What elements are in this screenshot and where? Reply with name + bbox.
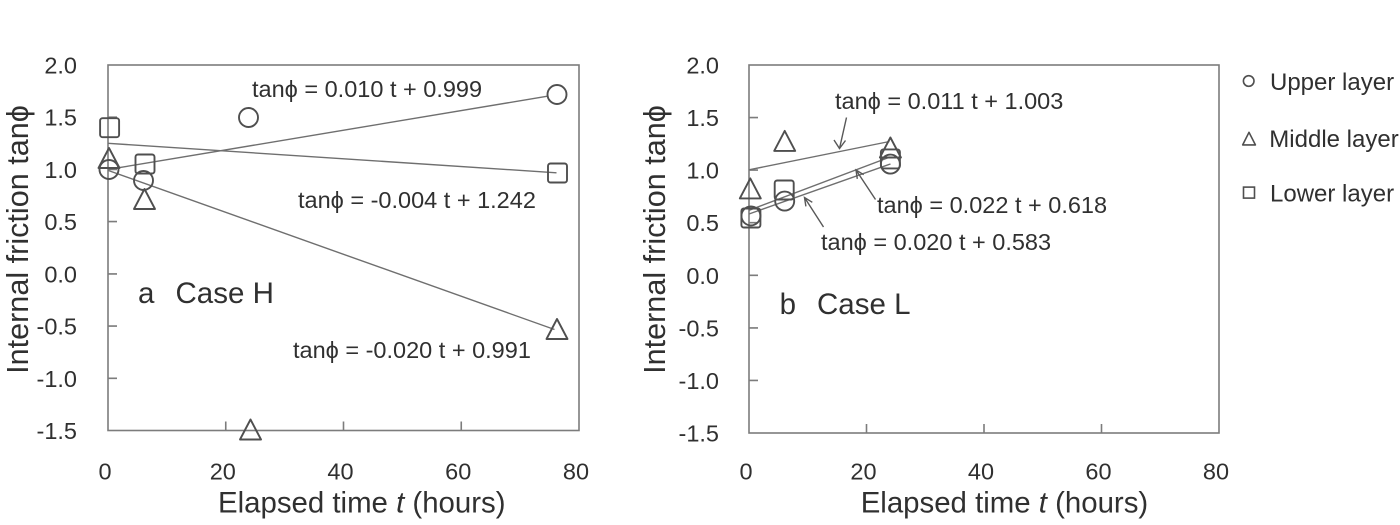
svg-text:Internal friction tanϕ: Internal friction tanϕ xyxy=(638,105,672,374)
svg-text:tanϕ = -0.004 t + 1.242: tanϕ = -0.004 t + 1.242 xyxy=(298,187,536,213)
svg-text:tanϕ = -0.020 t + 0.991: tanϕ = -0.020 t + 0.991 xyxy=(293,337,531,363)
svg-text:tanϕ = 0.022 t + 0.618: tanϕ = 0.022 t + 0.618 xyxy=(877,192,1107,218)
svg-text:0: 0 xyxy=(98,459,111,485)
svg-text:80: 80 xyxy=(1203,459,1229,485)
svg-text:80: 80 xyxy=(563,459,589,485)
svg-text:1.5: 1.5 xyxy=(44,105,77,131)
svg-text:40: 40 xyxy=(968,459,994,485)
svg-text:2.0: 2.0 xyxy=(686,53,719,79)
svg-text:Elapsed time t (hours): Elapsed time t (hours) xyxy=(861,487,1149,520)
svg-text:a: a xyxy=(138,277,155,310)
svg-text:tanϕ = 0.011 t + 1.003: tanϕ = 0.011 t + 1.003 xyxy=(835,88,1063,114)
svg-text:-0.5: -0.5 xyxy=(679,315,720,341)
svg-text:60: 60 xyxy=(445,459,471,485)
svg-text:0: 0 xyxy=(739,459,752,485)
svg-text:Middle layer: Middle layer xyxy=(1269,126,1398,153)
svg-text:tanϕ = 0.010 t + 0.999: tanϕ = 0.010 t + 0.999 xyxy=(252,76,482,102)
svg-text:20: 20 xyxy=(210,459,236,485)
svg-text:40: 40 xyxy=(327,459,353,485)
svg-text:0.5: 0.5 xyxy=(44,209,77,235)
svg-text:Elapsed time t (hours): Elapsed time t (hours) xyxy=(218,487,506,520)
svg-text:Lower layer: Lower layer xyxy=(1270,181,1394,208)
svg-text:0.0: 0.0 xyxy=(686,263,719,289)
svg-text:1.0: 1.0 xyxy=(686,158,719,184)
svg-text:1.0: 1.0 xyxy=(44,157,77,183)
svg-text:Upper layer: Upper layer xyxy=(1270,69,1394,96)
svg-text:b: b xyxy=(780,288,796,321)
svg-text:1.5: 1.5 xyxy=(686,105,719,131)
svg-text:60: 60 xyxy=(1085,459,1111,485)
svg-text:tanϕ = 0.020 t + 0.583: tanϕ = 0.020 t + 0.583 xyxy=(821,229,1051,255)
svg-text:0.0: 0.0 xyxy=(44,261,77,287)
svg-text:-1.5: -1.5 xyxy=(679,421,720,447)
svg-text:20: 20 xyxy=(850,459,876,485)
svg-text:2.0: 2.0 xyxy=(44,53,77,79)
svg-text:Case L: Case L xyxy=(817,288,910,321)
svg-text:-1.5: -1.5 xyxy=(37,418,78,444)
svg-text:0.5: 0.5 xyxy=(686,210,719,236)
svg-text:-1.0: -1.0 xyxy=(679,368,720,394)
svg-text:-1.0: -1.0 xyxy=(37,366,78,392)
svg-text:Internal friction tanϕ: Internal friction tanϕ xyxy=(1,105,35,374)
svg-text:-0.5: -0.5 xyxy=(37,314,78,340)
svg-text:Case H: Case H xyxy=(176,277,274,310)
